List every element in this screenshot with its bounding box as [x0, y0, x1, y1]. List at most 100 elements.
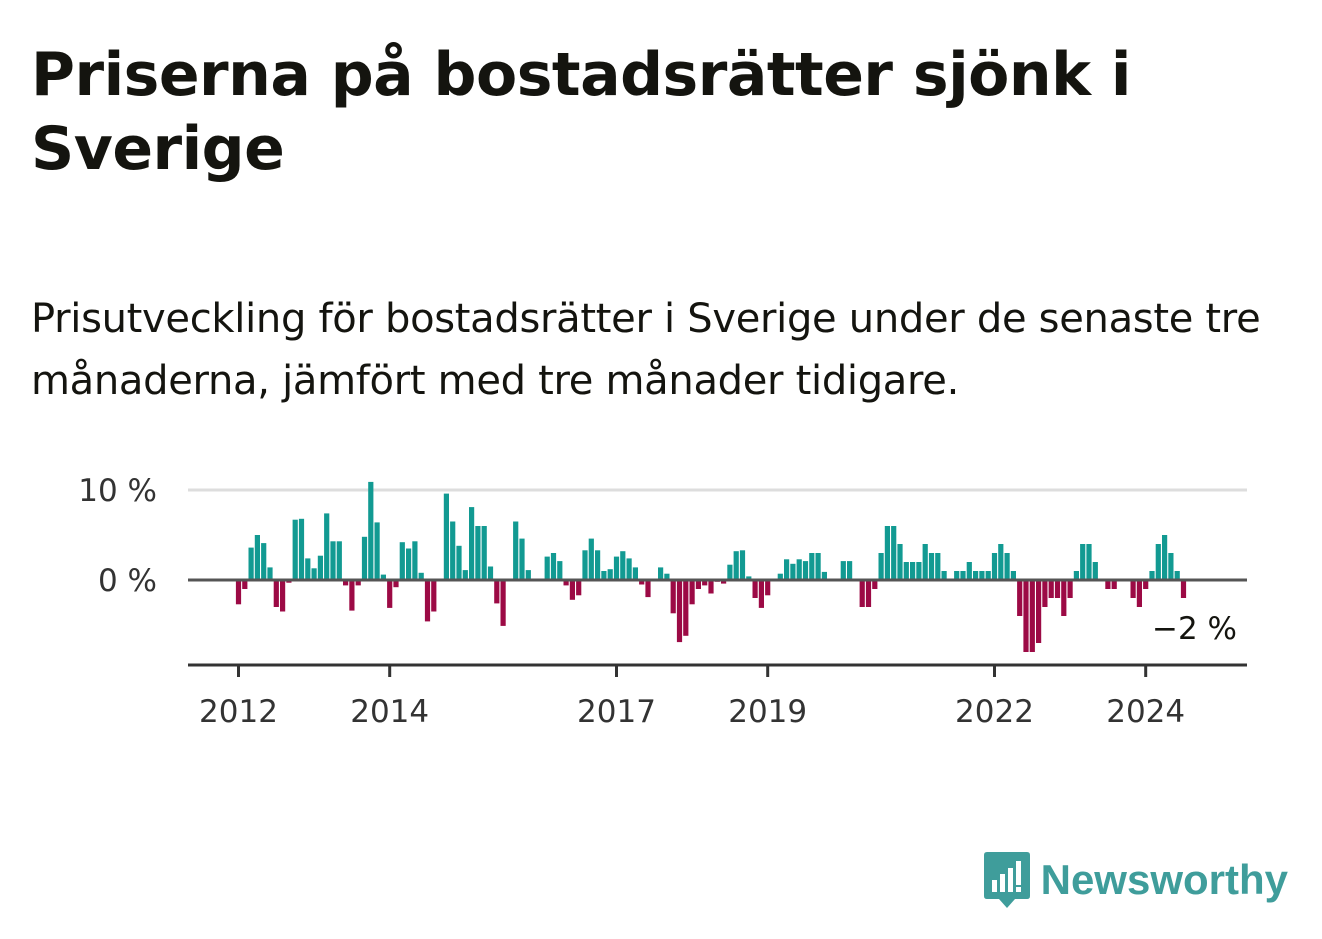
bar — [1029, 580, 1035, 652]
bar — [544, 556, 550, 580]
bar — [872, 580, 878, 589]
bar — [670, 580, 676, 614]
bar — [985, 571, 991, 580]
bar — [752, 580, 758, 598]
bar-chart: 10 % 0 % 2012 2014 2017 2019 2022 2024 −2 % — [78, 473, 1247, 730]
bar — [1080, 544, 1086, 580]
bar — [689, 580, 695, 605]
bar — [569, 580, 575, 600]
bar — [903, 562, 909, 580]
chart-title: Priserna på bostadsrätter sjönk i Sverig… — [31, 40, 1131, 184]
bar — [765, 580, 771, 596]
bar — [865, 580, 872, 607]
bar — [305, 558, 311, 580]
bar — [746, 576, 752, 580]
bar — [343, 580, 349, 586]
bar — [708, 580, 714, 594]
bar — [280, 580, 286, 612]
bar — [424, 580, 431, 622]
bar — [1004, 553, 1010, 580]
bar — [1061, 580, 1067, 616]
bar — [821, 571, 827, 580]
bar — [355, 580, 361, 586]
bar — [456, 545, 462, 580]
x-tick-label: 2024 — [1106, 694, 1185, 730]
bar — [1073, 571, 1079, 580]
bar — [1067, 580, 1073, 598]
bar — [588, 538, 594, 580]
bar — [519, 538, 525, 580]
bar — [626, 558, 632, 580]
bar — [884, 526, 890, 580]
bar — [1180, 580, 1187, 598]
bar — [450, 521, 456, 580]
bar — [632, 567, 638, 580]
bar — [639, 580, 645, 585]
bar — [273, 580, 279, 607]
bar — [620, 551, 626, 580]
x-tick-label: 2014 — [350, 694, 429, 730]
bar — [796, 559, 802, 580]
bar — [387, 580, 393, 608]
bar — [613, 556, 620, 580]
bar — [374, 522, 380, 580]
bar — [601, 571, 607, 580]
bar — [595, 550, 601, 580]
bar — [928, 553, 935, 580]
bar — [336, 541, 342, 580]
bar — [443, 493, 449, 580]
bar — [664, 573, 670, 580]
bar — [368, 481, 374, 580]
bar — [991, 553, 998, 580]
bar — [1054, 580, 1061, 598]
bar — [500, 580, 506, 626]
x-tick-label: 2012 — [199, 694, 278, 730]
bar — [242, 580, 248, 589]
bar — [1162, 535, 1168, 580]
bar — [979, 571, 985, 580]
bar — [695, 580, 701, 589]
bar — [1168, 553, 1174, 580]
bar — [380, 574, 386, 580]
bar — [676, 580, 683, 643]
bar — [935, 553, 941, 580]
y-tick-label: 0 % — [98, 563, 157, 599]
bar — [1155, 544, 1161, 580]
bar — [702, 580, 708, 586]
bar — [550, 553, 557, 580]
bar — [1042, 580, 1048, 607]
bar — [361, 536, 368, 580]
chart-subtitle: Prisutveckling för bostadsrätter i Sveri… — [31, 296, 1261, 404]
bar — [1105, 580, 1111, 589]
bar — [721, 580, 727, 584]
x-tick-label: 2019 — [728, 694, 807, 730]
bar — [469, 507, 475, 580]
bar — [683, 580, 689, 636]
bar — [576, 580, 582, 596]
bar — [847, 561, 853, 580]
bar — [324, 513, 330, 580]
bar — [916, 562, 922, 580]
bar — [1010, 571, 1016, 580]
bar — [966, 562, 972, 580]
bar — [973, 571, 979, 580]
bar — [922, 544, 928, 580]
bar — [494, 580, 500, 604]
bar — [840, 561, 846, 580]
bar — [582, 550, 588, 580]
bar — [733, 551, 739, 580]
bar — [1086, 544, 1092, 580]
bar — [897, 544, 903, 580]
bar — [1149, 571, 1155, 580]
bar — [475, 526, 481, 580]
y-tick-label: 10 % — [78, 473, 157, 509]
bar — [330, 541, 336, 580]
bar — [254, 535, 260, 580]
bar — [727, 564, 733, 580]
bar — [658, 567, 664, 580]
bar — [317, 555, 323, 580]
bar — [311, 568, 317, 580]
bar — [954, 571, 960, 580]
bar — [235, 580, 242, 605]
bar — [1111, 580, 1117, 589]
